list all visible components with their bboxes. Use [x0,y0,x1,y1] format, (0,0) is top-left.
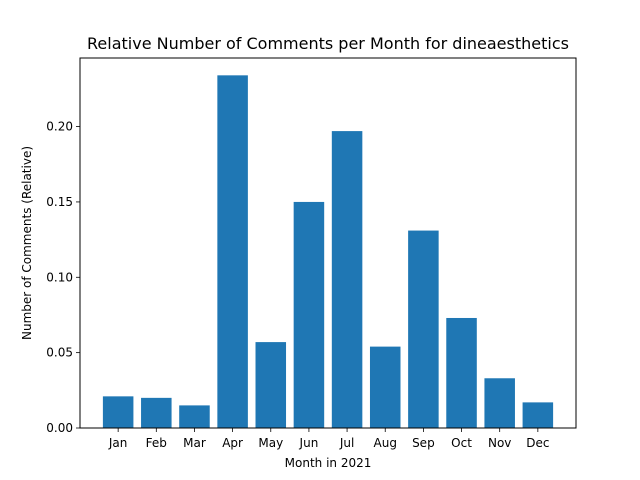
x-tick-label: Apr [222,436,243,450]
bar-feb [141,397,172,428]
x-tick-label: Dec [526,436,549,450]
x-axis-ticks: Jan Feb Mar Apr May Jun Jul Aug Sep Oct Nov Dec [108,428,549,450]
x-tick-label: Jul [339,436,354,450]
x-tick-label: Mar [183,436,206,450]
y-axis-ticks: 0.00 0.05 0.10 0.15 0.20 [46,120,80,435]
x-tick-label: May [258,436,283,450]
bar-nov [484,378,515,428]
chart-title: Relative Number of Comments per Month fo… [87,34,569,53]
bar-jul [331,131,363,429]
bar-jan [102,396,134,428]
y-tick-label: 0.00 [46,421,73,435]
bar-jun [293,201,325,428]
x-tick-label: Sep [412,436,435,450]
bar-oct [446,317,477,428]
plot-frame [79,57,577,429]
x-tick-label: Nov [488,436,511,450]
y-axis-label: Number of Comments (Relative) [20,146,34,340]
x-tick-label: Oct [451,436,472,450]
bars-group [102,75,554,429]
x-axis-label: Month in 2021 [285,456,372,470]
x-tick-label: Jan [108,436,128,450]
y-tick-label: 0.15 [46,195,73,209]
x-tick-label: Jun [299,436,319,450]
y-tick-label: 0.05 [46,346,73,360]
x-tick-label: Aug [374,436,397,450]
x-tick-label: Feb [146,436,167,450]
y-tick-label: 0.10 [46,270,73,284]
bar-dec [522,402,554,428]
y-tick-label: 0.20 [46,120,73,134]
bar-mar [179,405,210,428]
bar-apr [217,75,248,429]
bar-may [255,342,287,428]
bar-sep [408,230,439,428]
bar-aug [369,346,401,428]
